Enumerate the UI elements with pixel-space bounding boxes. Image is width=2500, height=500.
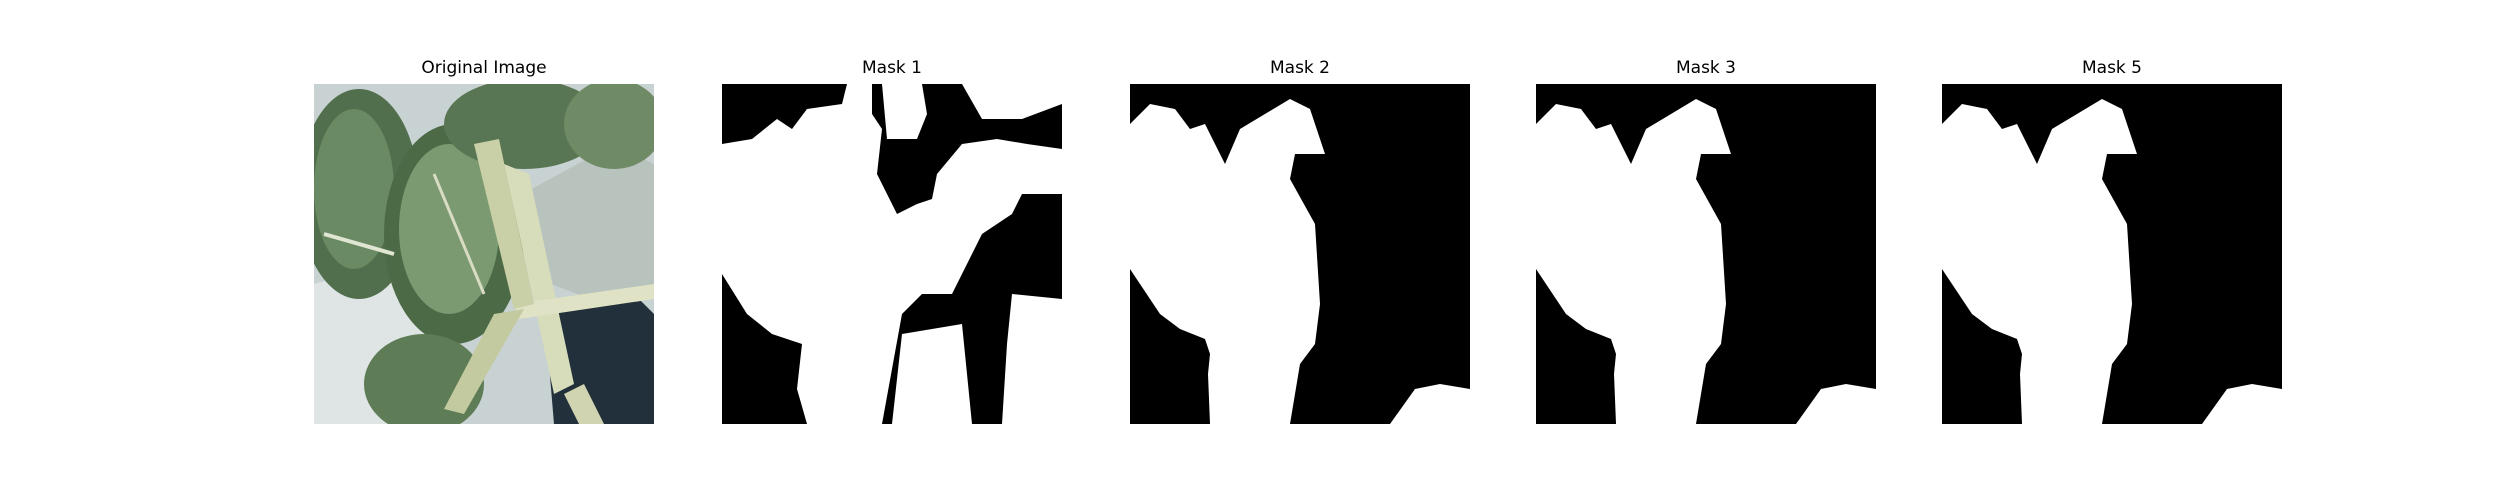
mask-1-image	[722, 84, 1062, 424]
original-image-panel: Original Image	[314, 58, 654, 424]
panel-title: Mask 2	[1269, 58, 1330, 78]
panel-title: Mask 1	[861, 58, 922, 78]
mask-3-image	[1536, 84, 1876, 424]
panel-title: Original Image	[421, 58, 547, 78]
mask-2-panel: Mask 2	[1130, 58, 1470, 424]
mask-2-image	[1130, 84, 1470, 424]
mask-5-panel: Mask 5	[1942, 58, 2282, 424]
original-image	[314, 84, 654, 424]
mask-3-panel: Mask 3	[1536, 58, 1876, 424]
panel-title: Mask 3	[1675, 58, 1736, 78]
mask-5-image	[1942, 84, 2282, 424]
panel-title: Mask 5	[2081, 58, 2142, 78]
mask-1-panel: Mask 1	[722, 58, 1062, 424]
